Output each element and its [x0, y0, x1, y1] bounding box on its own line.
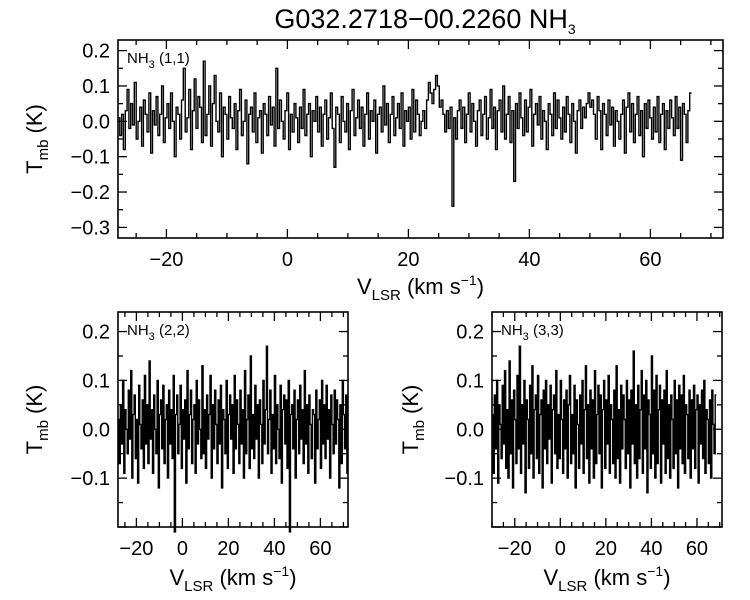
- y-axis-label-unit: (K): [398, 385, 423, 420]
- panel-label-subscript: 3: [523, 331, 529, 343]
- y-tick-label: −0.1: [71, 468, 110, 490]
- x-axis-label-subscript: LSR: [372, 287, 401, 304]
- x-axis-label: VLSR (km s−1): [357, 272, 484, 304]
- plot-frame: [491, 311, 723, 528]
- panel-label-text: NH: [127, 50, 149, 67]
- y-tick-label: −0.1: [71, 147, 110, 169]
- x-tick-label: −20: [149, 249, 183, 271]
- x-axis-label-subscript: LSR: [558, 578, 587, 595]
- x-axis-label-unit: (km s: [587, 565, 647, 590]
- panel-label-transition: (2,2): [155, 322, 190, 339]
- x-tick-label: 40: [640, 538, 662, 560]
- figure-title-text: G032.2718−00.2260 NH: [274, 4, 567, 34]
- x-tick-label: −20: [498, 538, 532, 560]
- x-axis-label-subscript: LSR: [184, 578, 213, 595]
- y-axis-label-symbol: T: [22, 441, 47, 454]
- panel-label-subscript: 3: [149, 331, 155, 343]
- y-axis-label-subscript: mb: [411, 420, 428, 441]
- panel-label-subscript: 3: [149, 59, 155, 71]
- y-tick-label: 0.0: [456, 419, 484, 441]
- panel-label-transition: (3,3): [529, 322, 564, 339]
- x-tick-label: 20: [217, 538, 239, 560]
- x-tick-label: 40: [518, 249, 540, 271]
- x-tick-label: 60: [309, 538, 331, 560]
- y-tick-label: 0.2: [82, 322, 110, 344]
- panel-label: NH3 (3,3): [501, 322, 564, 343]
- y-tick-label: 0.0: [82, 419, 110, 441]
- x-tick-label: 20: [397, 249, 419, 271]
- y-tick-label: 0.0: [82, 111, 110, 133]
- y-axis-label-subscript: mb: [35, 140, 52, 161]
- y-tick-label: 0.1: [82, 370, 110, 392]
- x-tick-label: 60: [686, 538, 708, 560]
- x-axis-label-symbol: V: [543, 565, 558, 590]
- figure-title-subscript: 3: [568, 21, 576, 37]
- panel-label: NH3 (2,2): [127, 322, 190, 343]
- x-tick-label: 40: [263, 538, 285, 560]
- y-tick-label: −0.2: [71, 182, 110, 204]
- y-tick-label: 0.2: [82, 41, 110, 63]
- x-axis-label-superscript: −1: [461, 272, 477, 288]
- y-tick-label: −0.1: [445, 468, 484, 490]
- panel-nh3-33: −20 0 20 40 60 0.2 0.1 0.0 −0.1 NH3 (3,3) VLSR (km…: [398, 311, 723, 595]
- panel-label: NH3 (1,1): [127, 50, 190, 71]
- x-axis-label-symbol: V: [357, 274, 372, 299]
- x-axis-label-superscript: −1: [273, 563, 289, 579]
- y-axis-label: Tmb (K): [22, 385, 52, 455]
- x-axis-label-close: ): [477, 274, 484, 299]
- x-tick-label: −20: [119, 538, 153, 560]
- x-axis-label-superscript: −1: [647, 563, 663, 579]
- panel-label-text: NH: [501, 322, 523, 339]
- y-axis-label-symbol: T: [22, 160, 47, 173]
- panel-nh3-22: −20 0 20 40 60 0.2 0.1 0.0 −0.1 NH3 (2,2) VLSR (km…: [22, 311, 349, 595]
- y-axis-label: Tmb (K): [22, 104, 52, 174]
- spectrum-trace: [118, 60, 692, 207]
- x-tick-label: 0: [555, 538, 566, 560]
- x-axis-label-unit: (km s: [401, 274, 461, 299]
- spectrum-trace: [118, 345, 348, 533]
- y-tick-label: 0.1: [456, 370, 484, 392]
- x-axis-label-close: ): [663, 565, 670, 590]
- y-tick-label: −0.3: [71, 217, 110, 239]
- y-axis-label-symbol: T: [398, 441, 423, 454]
- y-axis-label-unit: (K): [22, 385, 47, 420]
- y-axis-label: Tmb (K): [398, 385, 428, 455]
- x-tick-label: 20: [595, 538, 617, 560]
- plot-frame: [117, 311, 349, 528]
- x-tick-label: 0: [177, 538, 188, 560]
- y-tick-label: 0.2: [456, 322, 484, 344]
- panel-label-text: NH: [127, 322, 149, 339]
- plot-frame: [117, 39, 724, 239]
- spectrum-trace: [492, 345, 717, 494]
- x-axis-label: VLSR (km s−1): [169, 563, 296, 595]
- x-axis-label-close: ): [289, 565, 296, 590]
- y-axis-label-subscript: mb: [35, 420, 52, 441]
- x-axis-label-unit: (km s: [213, 565, 273, 590]
- y-tick-label: 0.1: [82, 76, 110, 98]
- figure-title: G032.2718−00.2260 NH3: [274, 4, 575, 37]
- x-tick-label: 60: [639, 249, 661, 271]
- x-axis-label-symbol: V: [169, 565, 184, 590]
- y-axis-label-unit: (K): [22, 104, 47, 139]
- x-axis-label: VLSR (km s−1): [543, 563, 670, 595]
- x-tick-label: 0: [282, 249, 293, 271]
- panel-label-transition: (1,1): [155, 50, 190, 67]
- panel-nh3-11: −20 0 20 40 60 0.2 0.1 0.0 −0.1 −0.2 −0.3 NH3 (1,1)…: [22, 39, 724, 304]
